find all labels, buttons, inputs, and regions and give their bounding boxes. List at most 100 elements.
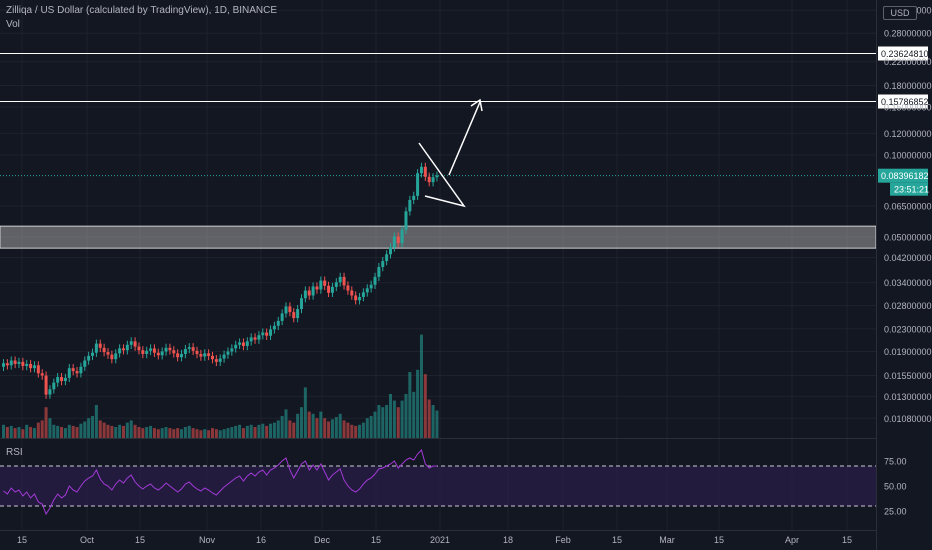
volume-bar (110, 425, 114, 438)
breakout-arrow[interactable] (448, 101, 481, 176)
price-tick-label: 0.28000000 (884, 29, 932, 39)
last-price-tag (878, 168, 928, 183)
support-zone (0, 225, 877, 249)
volume-bar (249, 424, 253, 438)
volume-bar (373, 411, 377, 438)
candle-body (160, 351, 164, 356)
volume-bar (431, 405, 435, 438)
candle-body (427, 176, 431, 183)
time-tick-label: Mar (659, 535, 675, 545)
candle-body (272, 325, 276, 330)
volume-bar (102, 422, 106, 438)
volume-bar (195, 429, 199, 438)
countdown-tag (890, 182, 928, 196)
candle-body (114, 353, 118, 360)
volume-bar (36, 422, 40, 438)
triangle-drawing[interactable] (418, 98, 483, 208)
candle-body (265, 332, 269, 336)
chart-grid (0, 0, 876, 530)
volume-bar (29, 427, 33, 438)
candle-body (13, 360, 17, 364)
candle-body (276, 320, 280, 326)
volume-bar (60, 427, 64, 438)
candle-body (303, 290, 307, 299)
candle-body (327, 285, 331, 293)
candle-body (257, 335, 261, 340)
volume-bar (56, 425, 60, 438)
volume-bar (17, 427, 21, 438)
volume-bar (400, 400, 404, 438)
candle-body (207, 353, 211, 356)
rsi-line (3, 449, 437, 516)
horizontal-lines[interactable]: 0.23624810 0.15786852 (0, 46, 929, 109)
volume-bar (369, 416, 373, 438)
volume-bar (32, 428, 36, 438)
rsi-tick-label: 75.00 (884, 457, 907, 467)
volume-bar (354, 425, 358, 438)
price-tick-label: 0.03400000 (884, 278, 932, 288)
volume-bar (296, 413, 300, 438)
volume-bar (392, 400, 396, 438)
candle-body (234, 344, 238, 349)
volume-bar (207, 430, 211, 438)
candle-body (241, 342, 245, 346)
time-tick-label: Nov (199, 535, 216, 545)
volume-label: Vol (6, 19, 20, 30)
volume-bar (191, 428, 195, 438)
candle-body (222, 354, 226, 359)
volume-bar (114, 427, 118, 438)
price-tick-label: 0.18000000 (884, 81, 932, 91)
volume-bar (149, 425, 153, 438)
volume-bar (214, 429, 218, 438)
price-tick-label: 0.02300000 (884, 324, 932, 334)
candle-body (156, 352, 160, 356)
candle-body (152, 348, 156, 353)
volume-bar (83, 421, 87, 438)
volume-bar (342, 420, 346, 438)
price-tick-label: 0.05000000 (884, 233, 932, 243)
countdown-label: 23:51:21 (894, 185, 929, 195)
candle-body (149, 348, 153, 351)
price-tick-label: 0.22000000 (884, 57, 932, 67)
volume-bar (435, 410, 439, 438)
time-tick-label: 15 (17, 535, 27, 545)
volume-bar (52, 424, 56, 438)
volume-bar (21, 429, 25, 438)
price-tick-label: 0.10000000 (884, 151, 932, 161)
candle-body (32, 365, 36, 369)
candle-body (9, 360, 13, 366)
candle-body (373, 276, 377, 285)
triangle-shape[interactable] (418, 142, 466, 208)
time-tick-label: 2021 (430, 535, 450, 545)
candle-body (238, 342, 242, 345)
candle-body (36, 365, 40, 374)
currency-button[interactable]: USD (883, 6, 917, 20)
volume-bar (385, 405, 389, 438)
volume-bar (121, 425, 125, 438)
candle-body (249, 337, 253, 342)
candle-body (56, 377, 60, 383)
price-tick-label: 0.06500000 (884, 201, 932, 211)
volume-bar (234, 425, 238, 438)
volume-bars (2, 334, 439, 438)
volume-bar (346, 422, 350, 438)
volume-bar (269, 423, 273, 438)
candle-body (226, 351, 230, 355)
candle-body (311, 286, 315, 296)
candle-body (98, 343, 102, 348)
volume-bar (423, 374, 427, 438)
horizontal-line-tag (878, 46, 928, 61)
volume-bar (416, 369, 420, 438)
candle-body (423, 166, 427, 177)
volume-bar (381, 407, 385, 438)
volume-bar (210, 428, 214, 438)
candle-body (385, 254, 389, 262)
candle-body (118, 348, 122, 354)
candle-body (350, 290, 354, 296)
candle-body (21, 361, 25, 367)
candle-body (396, 236, 400, 244)
candle-body (412, 195, 416, 200)
candle-body (369, 284, 373, 289)
candle-body (354, 295, 358, 301)
